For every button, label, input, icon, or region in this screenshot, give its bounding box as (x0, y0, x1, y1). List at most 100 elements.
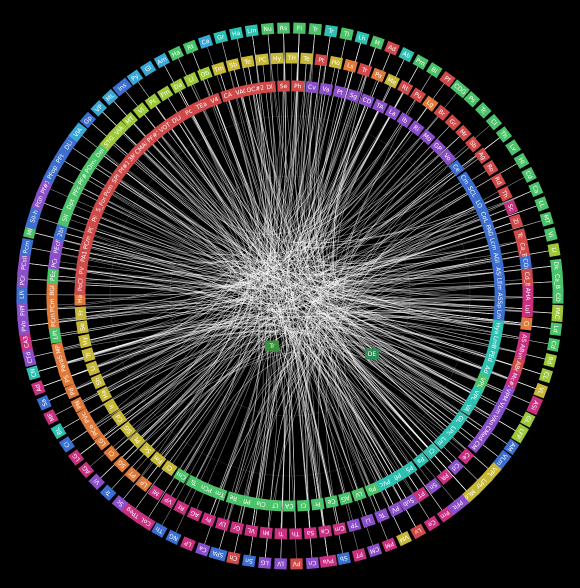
node-box (423, 515, 441, 532)
node-label: Ce (451, 163, 462, 174)
node-box (332, 522, 347, 536)
node-box (486, 234, 501, 254)
node-label: Pm (415, 57, 427, 68)
node-label: Li (364, 516, 371, 524)
node-box (119, 421, 137, 438)
node: VIA (68, 122, 88, 143)
node-box (549, 322, 563, 336)
node: Ha (96, 386, 113, 403)
node-label: CD (554, 293, 561, 302)
node: LFP (511, 423, 529, 444)
node-box (291, 80, 305, 92)
node: Cm (456, 171, 473, 188)
node-label: SG (116, 458, 127, 469)
node-box (381, 537, 398, 553)
node-box (346, 518, 362, 533)
node-box (314, 53, 329, 67)
node-label: MT (542, 214, 551, 225)
edge (219, 340, 476, 494)
node-label: Th (498, 129, 509, 140)
edge (101, 202, 485, 434)
edge (44, 108, 262, 403)
node-box (410, 523, 427, 540)
node: Tm (212, 486, 228, 502)
node-label: Cla (256, 499, 267, 507)
node: Ag (474, 147, 491, 165)
node-box (165, 529, 182, 545)
node: Th (289, 528, 302, 540)
node-box (521, 166, 537, 183)
node-box (185, 474, 202, 491)
node-box (51, 148, 69, 169)
node-label: PS (404, 463, 414, 473)
node-label: PG (87, 224, 96, 234)
edge (75, 331, 507, 458)
node-box (68, 122, 88, 143)
node-label: Vo (442, 152, 452, 162)
node: TEa (191, 97, 212, 115)
node-label: Se (280, 83, 288, 90)
node: PFop (42, 160, 62, 185)
node: Hy (270, 52, 284, 65)
node-label: PFd (71, 184, 82, 197)
node: PCm (46, 296, 59, 314)
node: Th (151, 522, 168, 538)
node: PFt (51, 148, 69, 169)
node-label: Te (243, 58, 252, 66)
node-box (75, 263, 88, 278)
node-box (351, 547, 367, 562)
edge (177, 85, 500, 315)
node-label: Ci (165, 463, 174, 472)
node-box (305, 557, 320, 570)
node-label: LPc (445, 424, 457, 436)
edge (33, 330, 275, 403)
edge (79, 145, 259, 300)
node: AG (77, 461, 95, 479)
node-box (46, 266, 60, 285)
node-label: COx (521, 258, 530, 272)
node-box (328, 55, 344, 70)
node: Pa (370, 67, 387, 83)
node-box (370, 67, 387, 83)
node-label: PoCl (77, 278, 85, 292)
node-label: Nu (263, 26, 272, 34)
node: Te (240, 55, 255, 69)
node-label: Ci (522, 320, 530, 327)
node-label: Lm (436, 435, 448, 447)
node: Ca (528, 181, 544, 198)
edge (52, 172, 476, 446)
edge (95, 130, 254, 275)
node-label: Sh (94, 376, 104, 386)
edge (316, 325, 541, 473)
node: Pcm (19, 238, 34, 257)
node-box (303, 527, 318, 540)
edge (222, 303, 476, 525)
node-box (412, 452, 430, 469)
node-label: GL (522, 414, 532, 425)
node-label: PT (354, 550, 363, 559)
node: PT (124, 466, 141, 483)
edge (318, 100, 368, 499)
node-label: Sa (306, 529, 314, 537)
node-label: Cd (114, 413, 124, 424)
edge (181, 64, 289, 508)
node-label: Hl (516, 157, 525, 166)
node-label: Rt (186, 43, 195, 52)
node: PVa (319, 554, 338, 568)
node: Lh (354, 30, 370, 45)
edge (81, 270, 265, 431)
node-box (503, 438, 520, 456)
edge (217, 316, 528, 555)
node: Ml (147, 484, 165, 501)
node: Pm (412, 54, 429, 70)
node: Pa (412, 452, 430, 469)
node: Hl (513, 152, 530, 170)
node: Dk (550, 258, 563, 273)
edge (92, 315, 273, 485)
node: Ts (185, 474, 202, 491)
node-label: LV (354, 490, 364, 499)
node: VA (459, 399, 476, 416)
node-label: SiI-h (29, 209, 40, 224)
node: Nu (260, 22, 275, 35)
node: Cla (252, 497, 270, 511)
